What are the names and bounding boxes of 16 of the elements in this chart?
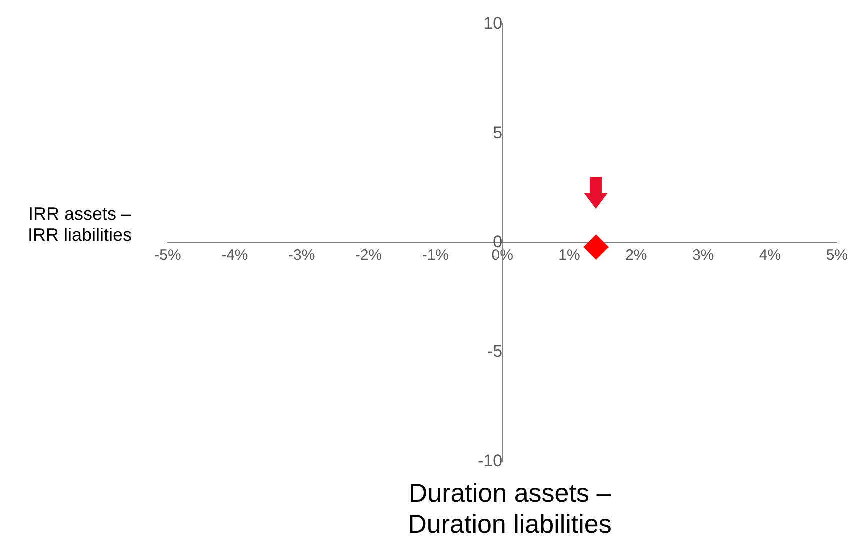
y-axis-title: IRR assets – IRR liabilities [26,204,134,246]
x-tick-label: -5% [154,247,182,264]
y-tick-label: 5 [493,123,503,142]
x-tick-label: -1% [422,247,450,264]
x-axis-title: Duration assets – Duration liabilities [407,478,613,540]
x-tick-label: -4% [222,247,248,264]
y-tick-label: -5 [487,342,503,362]
x-tick-label: 2% [626,247,648,264]
x-tick-label: -3% [288,247,316,264]
x-tick-label: 1% [558,247,580,264]
x-tick-label: 5% [826,247,848,264]
x-tick-label: 3% [692,247,714,264]
x-tick-label: -2% [355,247,382,264]
x-tick-label: 4% [759,247,782,264]
y-tick-label: -10 [478,451,503,470]
y-tick-label: 10 [484,14,503,33]
